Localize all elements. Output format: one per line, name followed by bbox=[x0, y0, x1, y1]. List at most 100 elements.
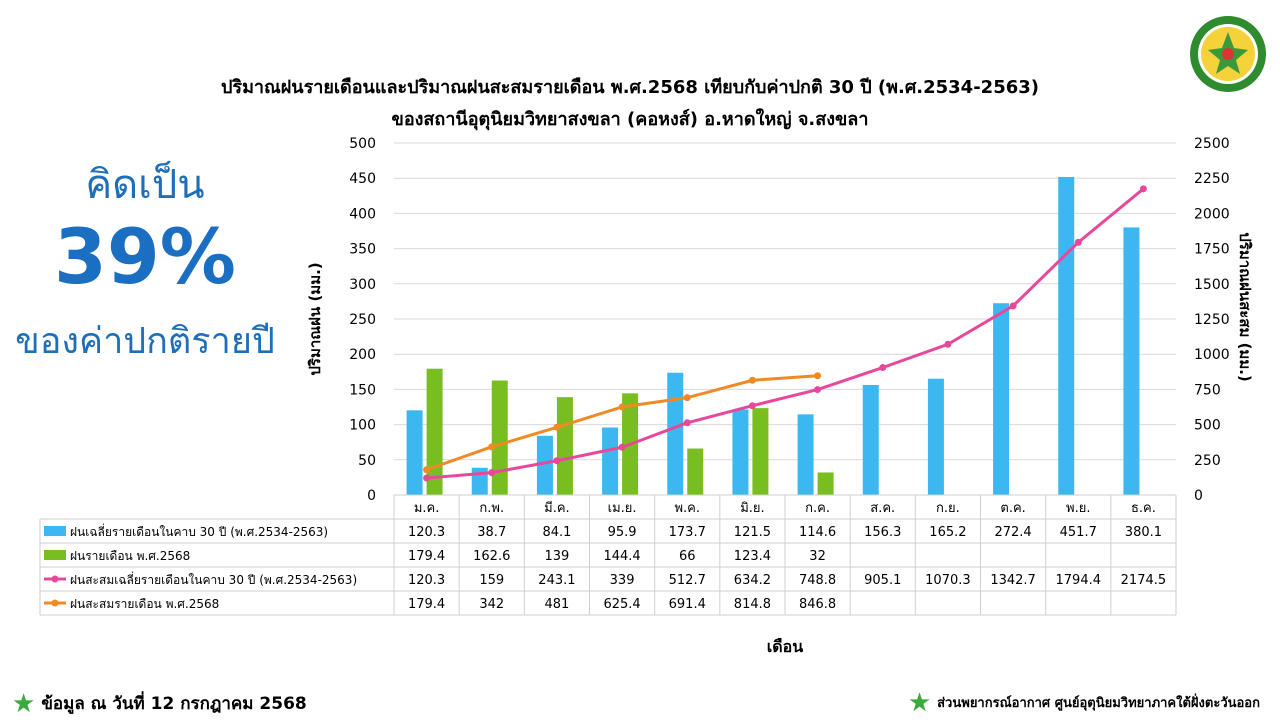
kpi-percent: 39% bbox=[54, 212, 236, 301]
bar-normal bbox=[667, 372, 684, 495]
x-tick-label: ม.ค. bbox=[414, 501, 440, 516]
table-cell-value: 95.9 bbox=[608, 525, 637, 540]
kpi-label-top: คิดเป็น bbox=[85, 162, 205, 208]
table-cell-value: 173.7 bbox=[669, 525, 706, 540]
table-cell-value: 342 bbox=[479, 597, 504, 612]
meteorological-department-seal-icon bbox=[1190, 16, 1266, 92]
table-cell-value: 165.2 bbox=[929, 525, 966, 540]
x-tick-label: พ.ค. bbox=[674, 501, 700, 516]
table-cell-value: 179.4 bbox=[408, 597, 445, 612]
y2-tick-label: 2250 bbox=[1194, 171, 1230, 187]
legend-swatch-marker bbox=[51, 599, 59, 607]
table-cell-value: 120.3 bbox=[408, 573, 445, 588]
y2-tick-label: 1750 bbox=[1194, 242, 1230, 258]
table-cell-value: 123.4 bbox=[734, 549, 771, 564]
bar-normal bbox=[993, 303, 1010, 495]
table-cell-value: 179.4 bbox=[408, 549, 445, 564]
line-point bbox=[814, 372, 822, 380]
table-cell-value: 144.4 bbox=[603, 549, 640, 564]
x-tick-label: ส.ค. bbox=[870, 501, 895, 516]
table-cell-value: 272.4 bbox=[994, 525, 1031, 540]
bar-normal bbox=[406, 410, 423, 495]
y-tick-label: 300 bbox=[349, 277, 376, 293]
bar-year2568 bbox=[426, 368, 443, 495]
footer-date-text: ข้อมูล ณ วันที่ 12 กรกฎาคม 2568 bbox=[41, 694, 307, 714]
y-tick-label: 250 bbox=[349, 312, 376, 328]
bar-year2568 bbox=[556, 397, 573, 495]
table-cell-value: 159 bbox=[479, 573, 504, 588]
line-point bbox=[748, 376, 756, 384]
x-tick-label: ต.ค. bbox=[1000, 501, 1025, 516]
y-axis-title: ปริมาณฝน (มม.) bbox=[306, 262, 324, 375]
bar-normal bbox=[1058, 177, 1075, 495]
y-tick-label: 50 bbox=[358, 453, 376, 469]
star-icon: ★ bbox=[907, 687, 932, 718]
x-tick-label: ธ.ค. bbox=[1131, 501, 1156, 516]
table-cell-value: 625.4 bbox=[603, 597, 640, 612]
table-cell-value: 66 bbox=[679, 549, 696, 564]
line-point bbox=[879, 364, 887, 372]
bar-normal bbox=[732, 409, 749, 495]
table-cell-value: 38.7 bbox=[477, 525, 506, 540]
footer-source: ★ ส่วนพยากรณ์อากาศ ศูนย์อุตุนิยมวิทยาภาค… bbox=[907, 687, 1260, 718]
footer-source-text: ส่วนพยากรณ์อากาศ ศูนย์อุตุนิยมวิทยาภาคใต… bbox=[937, 696, 1260, 711]
line-point bbox=[488, 443, 496, 451]
line-point bbox=[423, 474, 431, 482]
bar-normal bbox=[797, 414, 814, 495]
line-point bbox=[553, 423, 561, 431]
bar-normal bbox=[862, 384, 879, 495]
line-point bbox=[1139, 185, 1147, 193]
table-cell-value: 32 bbox=[809, 549, 826, 564]
y2-tick-label: 1000 bbox=[1194, 347, 1230, 363]
line-point bbox=[618, 443, 626, 451]
table-cell-value: 905.1 bbox=[864, 573, 901, 588]
legend-label: ฝนรายเดือน พ.ศ.2568 bbox=[70, 549, 190, 563]
table-cell-value: 162.6 bbox=[473, 549, 510, 564]
table-cell-value: 114.6 bbox=[799, 525, 836, 540]
line-point bbox=[553, 457, 561, 465]
chart-title-line-2: ของสถานีอุตุนิยมวิทยาสงขลา (คอหงส์) อ.หา… bbox=[391, 109, 869, 130]
table-cell-value: 1070.3 bbox=[925, 573, 971, 588]
table-cell-value: 846.8 bbox=[799, 597, 836, 612]
x-tick-label: ก.ค. bbox=[805, 501, 830, 516]
y2-tick-label: 2500 bbox=[1194, 136, 1230, 152]
y-tick-label: 200 bbox=[349, 347, 376, 363]
table-cell-value: 748.8 bbox=[799, 573, 836, 588]
y2-tick-label: 2000 bbox=[1194, 206, 1230, 222]
line-point bbox=[683, 419, 691, 427]
y2-tick-label: 1250 bbox=[1194, 312, 1230, 328]
y-tick-label: 100 bbox=[349, 418, 376, 434]
line-point bbox=[1009, 302, 1017, 310]
y-tick-label: 500 bbox=[349, 136, 376, 152]
y-tick-label: 450 bbox=[349, 171, 376, 187]
bar-year2568 bbox=[817, 472, 834, 495]
table-cell-value: 156.3 bbox=[864, 525, 901, 540]
y2-axis-title: ปริมาณฝนสะสม (มม.) bbox=[1236, 232, 1254, 382]
y-tick-label: 400 bbox=[349, 206, 376, 222]
y2-tick-label: 1500 bbox=[1194, 277, 1230, 293]
legend-swatch bbox=[44, 526, 66, 536]
y2-tick-label: 0 bbox=[1194, 488, 1203, 504]
table-cell-value: 634.2 bbox=[734, 573, 771, 588]
table-cell-value: 2174.5 bbox=[1121, 573, 1167, 588]
x-axis-title: เดือน bbox=[767, 637, 803, 656]
table-cell-value: 814.8 bbox=[734, 597, 771, 612]
table-cell-value: 512.7 bbox=[669, 573, 706, 588]
footer-data-date: ★ ข้อมูล ณ วันที่ 12 กรกฎาคม 2568 bbox=[12, 690, 307, 717]
table-cell-value: 121.5 bbox=[734, 525, 771, 540]
table-cell-value: 243.1 bbox=[538, 573, 575, 588]
kpi-label-bottom: ของค่าปกติรายปี bbox=[15, 321, 275, 362]
chart-title-line-1: ปริมาณฝนรายเดือนและปริมาณฝนสะสมรายเดือน … bbox=[220, 77, 1040, 98]
line-point bbox=[618, 403, 626, 411]
line-point bbox=[814, 386, 822, 394]
x-tick-label: ก.ย. bbox=[936, 501, 960, 516]
x-tick-label: มี.ค. bbox=[544, 500, 570, 516]
line-point bbox=[944, 340, 952, 348]
bar-normal bbox=[1123, 227, 1140, 495]
y-tick-label: 0 bbox=[367, 488, 376, 504]
bar-year2568 bbox=[687, 448, 704, 495]
bar-year2568 bbox=[491, 380, 508, 495]
x-tick-label: มิ.ย. bbox=[740, 501, 764, 516]
table-cell-value: 84.1 bbox=[542, 525, 571, 540]
